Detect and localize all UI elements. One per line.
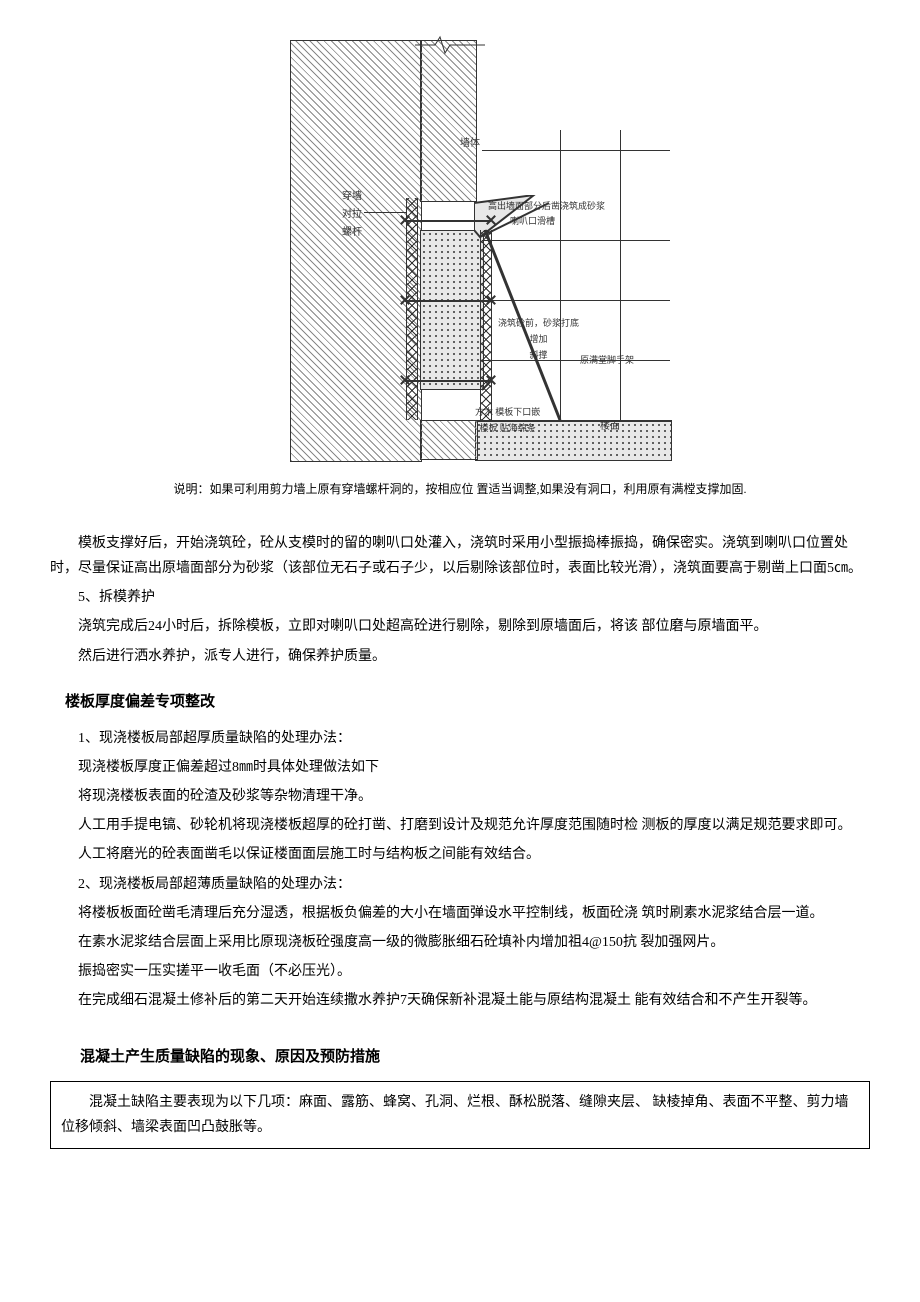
diagram-container: 墙体 穿墙 对拉 螺杆 高出墙面部分后凿浇筑成砂浆 喇叭口滑槽 浇筑砼前，砂浆打… (50, 40, 870, 469)
paragraph: 在完成细石混凝土修补后的第二天开始连续撒水养护7天确保新补混凝土能与原结构混凝土… (50, 988, 870, 1013)
paragraph: 人工用手提电镐、砂轮机将现浇楼板超厚的砼打凿、打磨到设计及规范允许厚度范围随时检… (50, 813, 870, 838)
paragraph: 5、拆模养护 (50, 585, 870, 610)
label-wall: 墙体 (460, 135, 480, 153)
label-funnel: 喇叭口滑槽 (510, 213, 555, 229)
diagram-caption: 说明：如果可利用剪力墙上原有穿墙螺杆洞的，按相应位 置适当调整,如果没有洞口，利… (50, 479, 870, 501)
label-bolt: 穿墙 对拉 螺杆 (342, 188, 362, 242)
label-bottom: 方木 模板下口嵌 模板 贴海绵条 (475, 404, 540, 436)
paragraph: 将现浇楼板表面的砼渣及砂浆等杂物清理干净。 (50, 784, 870, 809)
paragraph: 模板支撑好后，开始浇筑砼，砼从支模时的留的喇叭口处灌入，浇筑时采用小型振捣棒振捣… (50, 531, 870, 581)
paragraph: 振捣密实一压实搓平一收毛面（不必压光）。 (50, 959, 870, 984)
paragraph: 人工将磨光的砼表面凿毛以保证楼面面层施工时与结构板之间能有效结合。 (50, 842, 870, 867)
boxed-section: 混凝土缺陷主要表现为以下几项：麻面、露筋、蜂窝、孔洞、烂根、酥松脱落、缝隙夹层、… (50, 1081, 870, 1149)
paragraph: 在素水泥浆结合层面上采用比原现浇板砼强度高一级的微膨胀细石砼填补内增加祖4@15… (50, 930, 870, 955)
paragraph: 现浇楼板厚度正偏差超过8㎜时具体处理做法如下 (50, 755, 870, 780)
paragraph: 混凝土缺陷主要表现为以下几项：麻面、露筋、蜂窝、孔洞、烂根、酥松脱落、缝隙夹层、… (61, 1090, 859, 1140)
label-before: 浇筑砼前，砂浆打底 增加 斜撑 (498, 315, 579, 364)
paragraph: 将楼板板面砼凿毛清理后充分湿透，根据板负偏差的大小在墙面弹设水平控制线，板面砼浇… (50, 901, 870, 926)
paragraph: 2、现浇楼板局部超薄质量缺陷的处理办法： (50, 872, 870, 897)
break-line-icon (415, 35, 485, 55)
paragraph: 然后进行洒水养护，派专人进行，确保养护质量。 (50, 644, 870, 669)
section-heading: 混凝土产生质量缺陷的现象、原因及预防措施 (50, 1044, 870, 1071)
section-heading: 楼板厚度偏差专项整改 (50, 689, 870, 716)
label-floor: 楼面 (600, 418, 620, 436)
paragraph: 浇筑完成后24小时后，拆除模板，立即对喇叭口处超高砼进行剔除，剔除到原墙面后，将… (50, 614, 870, 639)
paragraph: 1、现浇楼板局部超厚质量缺陷的处理办法： (50, 726, 870, 751)
label-protrude: 高出墙面部分后凿浇筑成砂浆 (488, 198, 605, 214)
construction-diagram: 墙体 穿墙 对拉 螺杆 高出墙面部分后凿浇筑成砂浆 喇叭口滑槽 浇筑砼前，砂浆打… (250, 40, 670, 460)
